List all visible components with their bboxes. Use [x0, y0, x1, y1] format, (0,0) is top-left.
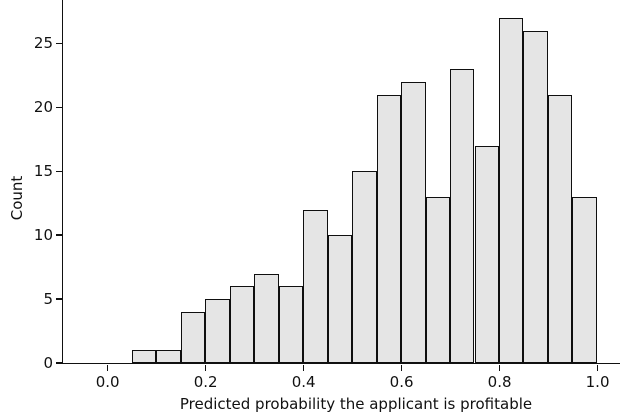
y-tick-mark [55, 170, 62, 173]
histogram-bar [156, 350, 181, 363]
y-tick-label: 20 [33, 98, 53, 117]
histogram-bar [327, 235, 353, 363]
y-tick-label: 25 [33, 34, 53, 53]
x-tick-label: 0.8 [487, 373, 512, 391]
x-tick-mark [498, 364, 501, 372]
x-tick-mark [204, 364, 207, 372]
histogram-bar [352, 171, 377, 363]
x-tick-mark [596, 364, 599, 372]
y-tick-label: 15 [33, 162, 53, 181]
y-tick-mark [55, 234, 62, 236]
histogram-bar [131, 350, 157, 363]
histogram-bar [572, 196, 597, 363]
x-tick-label: 0.0 [95, 373, 120, 391]
histogram-bar [229, 286, 255, 363]
plot-area [62, 0, 620, 364]
x-tick-label: 1.0 [585, 373, 610, 391]
y-tick-mark [55, 106, 62, 109]
histogram-bar [499, 17, 524, 363]
y-tick-mark [55, 362, 62, 364]
x-tick-mark [302, 364, 305, 372]
y-tick-mark [55, 42, 62, 45]
x-axis-label: Predicted probability the applicant is p… [179, 395, 533, 413]
y-tick-label: 5 [43, 290, 53, 309]
x-tick-label: 0.2 [193, 373, 218, 391]
histogram-bar [278, 286, 304, 363]
histogram-bar [254, 273, 279, 363]
x-tick-mark [106, 364, 109, 372]
x-tick-label: 0.6 [389, 373, 414, 391]
y-axis-label: Count [8, 175, 26, 221]
y-tick-label: 10 [33, 226, 53, 245]
y-tick-label: 0 [43, 354, 53, 372]
histogram-bar [376, 94, 401, 363]
y-tick-mark [55, 298, 62, 300]
histogram-bar [474, 145, 499, 363]
histogram-bar [180, 311, 206, 363]
histogram-bar [303, 209, 328, 363]
histogram-bar [401, 81, 426, 363]
histogram-bar [547, 94, 573, 363]
histogram-bar [425, 196, 450, 363]
x-tick-label: 0.4 [291, 373, 316, 391]
histogram-bar [205, 299, 230, 363]
x-tick-mark [400, 364, 403, 372]
histogram-bar [523, 30, 548, 363]
histogram-bar [450, 69, 475, 363]
